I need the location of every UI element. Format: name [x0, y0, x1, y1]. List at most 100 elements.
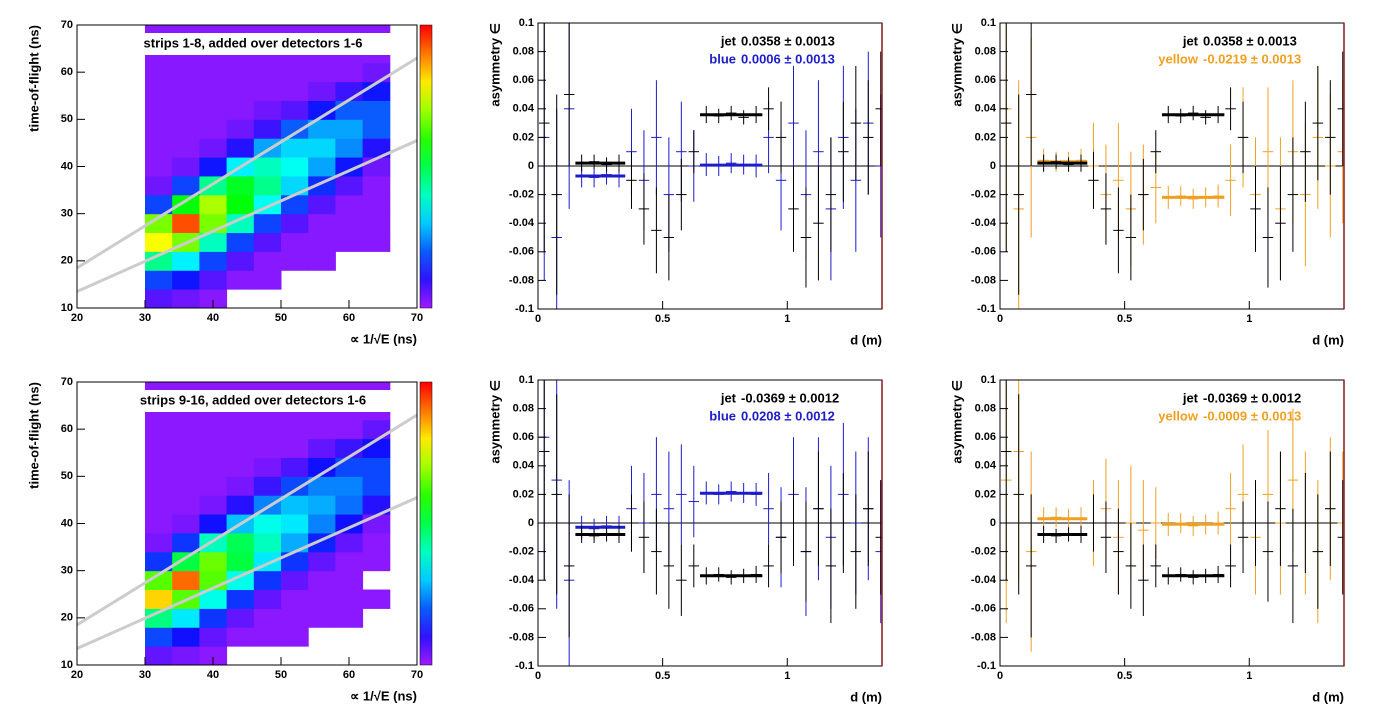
heatmap-cell — [362, 175, 391, 196]
heatmap-cell — [281, 251, 309, 271]
x-axis-label: d (m) — [1312, 689, 1344, 704]
x-tick-label: 0 — [997, 313, 1003, 325]
heatmap-cell — [281, 457, 309, 477]
panel-title: strips 9-16, added over detectors 1-6 — [140, 392, 366, 407]
heatmap-cell — [199, 119, 228, 139]
heatmap-cell — [281, 419, 309, 440]
x-tick-label: 0 — [535, 313, 541, 325]
legend-fit-label: -0.0009 ± 0.0013 — [1203, 408, 1301, 423]
heatmap-cell — [145, 62, 173, 83]
heatmap-cell — [335, 194, 364, 215]
legend-name: jet — [1182, 33, 1199, 48]
plot-area — [538, 380, 882, 666]
x-tick-label: 1 — [1246, 670, 1252, 682]
x-tick-label: 0.5 — [1117, 670, 1132, 682]
heatmap-cell — [199, 495, 228, 515]
title-background — [112, 390, 395, 412]
title-box: strips 1-8, added over detectors 1-6 — [112, 33, 395, 55]
x-axis-label: d (m) — [850, 332, 882, 347]
heatmap-cell — [308, 100, 336, 120]
heatmap-cell — [145, 646, 173, 665]
heatmap-cell — [172, 100, 200, 120]
heatmap-cell — [226, 81, 255, 101]
heatmap-cell — [308, 419, 336, 440]
heatmap-cell — [308, 495, 336, 515]
heatmap-cell — [253, 476, 282, 496]
heatmap-cell — [172, 495, 200, 515]
heatmap-cell — [145, 232, 173, 252]
heatmap-cell — [362, 100, 391, 120]
heatmap-cell — [335, 438, 364, 458]
heatmap-cell — [253, 62, 282, 83]
y-tick-label: 0.1 — [981, 374, 996, 386]
heatmap-cell — [308, 551, 336, 572]
heatmap-cell — [226, 476, 255, 496]
heatmap-cell — [172, 119, 200, 139]
heatmap-cell — [172, 570, 200, 591]
x-tick-label: 70 — [411, 312, 423, 324]
x-tick-label: 0.5 — [655, 670, 670, 682]
heatmap-cell — [226, 419, 255, 440]
heatmap-cell — [145, 570, 173, 591]
heatmap-cell — [362, 62, 391, 83]
heatmap-cell — [172, 81, 200, 101]
y-tick-label: 0.06 — [513, 74, 534, 86]
y-tick-label: 0 — [990, 517, 996, 529]
colorbar — [419, 381, 433, 666]
heatmap-cell — [308, 589, 336, 609]
heatmap-cell — [308, 514, 336, 534]
x-tick-label: 0.5 — [655, 313, 670, 325]
heatmap-cell — [281, 551, 309, 572]
heatmap-cell — [145, 81, 173, 101]
y-tick-label: 50 — [61, 470, 73, 482]
y-tick-label: -0.02 — [971, 546, 996, 558]
legend-fit-label: -0.0369 ± 0.0012 — [741, 390, 839, 405]
heatmap-cell — [199, 419, 228, 440]
legend-name: yellow — [1158, 408, 1199, 423]
y-tick-label: 10 — [61, 659, 73, 671]
heatmap-cell — [281, 589, 309, 609]
y-tick-label: -0.02 — [509, 546, 534, 558]
heatmap-cell — [199, 138, 228, 158]
heatmap-cell — [145, 476, 173, 496]
heatmap-cell — [335, 551, 364, 572]
y-tick-label: 70 — [61, 19, 73, 31]
heatmap-cell — [145, 194, 173, 215]
x-axis-label: d (m) — [850, 689, 882, 704]
heatmap-cell — [335, 514, 364, 534]
x-tick-label: 60 — [343, 669, 355, 681]
y-tick-label: 0.02 — [975, 131, 996, 143]
y-tick-label: -0.1 — [515, 303, 534, 315]
heatmap-cell — [253, 419, 282, 440]
legend-fit-label: 0.0358 ± 0.0013 — [741, 33, 835, 48]
legend-name: jet — [720, 390, 737, 405]
heatmap-cell — [335, 589, 364, 609]
plot-area — [1000, 380, 1344, 652]
x-tick-label: 70 — [411, 669, 423, 681]
x-tick-label: 50 — [275, 669, 287, 681]
heatmap-cell — [226, 627, 255, 647]
heatmap-cell — [172, 157, 200, 177]
y-tick-label: -0.1 — [977, 660, 996, 672]
y-tick-label: -0.06 — [971, 246, 996, 258]
plot-area — [1000, 23, 1344, 309]
heatmap-cell — [172, 62, 200, 83]
legend-fit-label: -0.0219 ± 0.0013 — [1203, 51, 1301, 66]
y-tick-label: 50 — [61, 113, 73, 125]
x-tick-label: 60 — [343, 312, 355, 324]
heatmap-cell — [281, 119, 309, 139]
heatmap-cell — [308, 213, 336, 234]
heatmap-cell — [199, 62, 228, 83]
legend-fit-label: 0.0358 ± 0.0013 — [1203, 33, 1297, 48]
y-tick-label: -0.04 — [509, 574, 535, 586]
x-tick-label: 30 — [139, 669, 151, 681]
heatmap-cell — [308, 119, 336, 139]
heatmap-cell — [253, 532, 282, 553]
y-tick-label: 60 — [61, 423, 73, 435]
colorbar — [419, 24, 433, 309]
heatmap-cell — [281, 570, 309, 591]
heatmap-cell — [362, 213, 391, 234]
frame — [76, 24, 418, 309]
heatmap-cell — [145, 419, 173, 440]
heatmap-cell — [308, 194, 336, 215]
